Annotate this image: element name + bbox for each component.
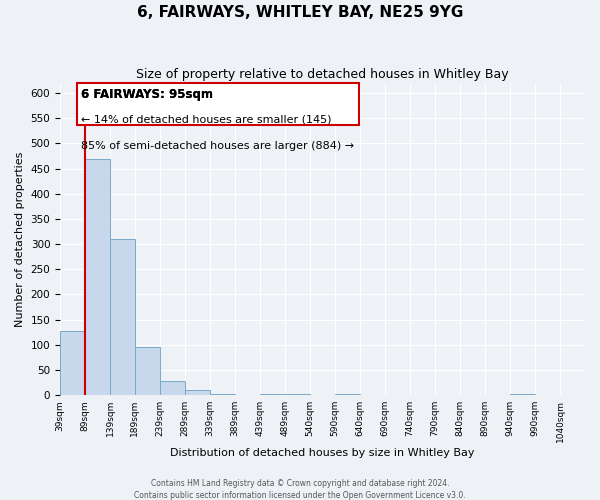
Bar <box>510 394 535 395</box>
Bar <box>185 390 210 395</box>
Text: 85% of semi-detached houses are larger (884) →: 85% of semi-detached houses are larger (… <box>81 141 354 151</box>
Text: 6 FAIRWAYS: 95sqm: 6 FAIRWAYS: 95sqm <box>81 88 213 101</box>
Bar <box>110 239 135 395</box>
Text: Contains HM Land Registry data © Crown copyright and database right 2024.
Contai: Contains HM Land Registry data © Crown c… <box>134 478 466 500</box>
Title: Size of property relative to detached houses in Whitley Bay: Size of property relative to detached ho… <box>136 68 509 80</box>
Bar <box>260 394 285 395</box>
Text: 6 FAIRWAYS: 95sqm: 6 FAIRWAYS: 95sqm <box>81 88 213 101</box>
Y-axis label: Number of detached properties: Number of detached properties <box>15 152 25 327</box>
Bar <box>85 158 110 395</box>
Bar <box>60 330 85 395</box>
Text: 6 FAIRWAYS: 95sqm
← 14% of detached houses are smaller (145)
85% of semi-detache: 6 FAIRWAYS: 95sqm ← 14% of detached hous… <box>81 88 354 121</box>
Bar <box>285 394 310 395</box>
Bar <box>160 382 185 395</box>
Bar <box>335 394 360 395</box>
Bar <box>135 348 160 395</box>
Text: ← 14% of detached houses are smaller (145): ← 14% of detached houses are smaller (14… <box>81 114 332 124</box>
X-axis label: Distribution of detached houses by size in Whitley Bay: Distribution of detached houses by size … <box>170 448 475 458</box>
Bar <box>210 394 235 395</box>
Text: 6, FAIRWAYS, WHITLEY BAY, NE25 9YG: 6, FAIRWAYS, WHITLEY BAY, NE25 9YG <box>137 5 463 20</box>
